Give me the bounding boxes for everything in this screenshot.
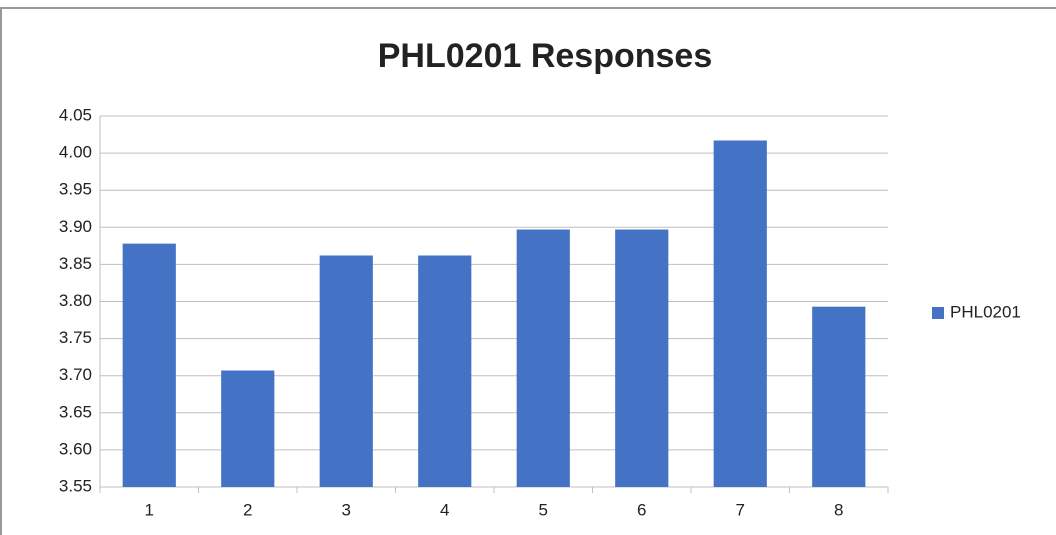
x-tick-label: 3 bbox=[342, 500, 351, 519]
x-tick-label: 5 bbox=[539, 500, 548, 519]
bar bbox=[418, 255, 472, 487]
y-tick-label: 3.95 bbox=[59, 180, 92, 199]
bar bbox=[319, 255, 373, 487]
bar bbox=[713, 140, 767, 487]
y-tick-label: 3.90 bbox=[59, 217, 92, 236]
bar bbox=[812, 306, 866, 487]
x-tick-label: 6 bbox=[637, 500, 646, 519]
bar bbox=[516, 229, 570, 487]
chart-title: PHL0201 Responses bbox=[378, 37, 713, 75]
chart-border bbox=[0, 7, 1056, 535]
x-tick-label: 2 bbox=[243, 500, 252, 519]
y-tick-label: 3.70 bbox=[59, 365, 92, 384]
x-tick-label: 8 bbox=[834, 500, 843, 519]
x-tick-label: 4 bbox=[440, 500, 449, 519]
y-tick-label: 3.75 bbox=[59, 328, 92, 347]
y-tick-label: 3.65 bbox=[59, 402, 92, 421]
x-tick-label: 7 bbox=[736, 500, 745, 519]
legend-swatch bbox=[932, 307, 944, 319]
y-tick-label: 3.60 bbox=[59, 439, 92, 458]
y-tick-label: 3.55 bbox=[59, 476, 92, 495]
x-tick-label: 1 bbox=[145, 500, 154, 519]
y-tick-label: 3.80 bbox=[59, 291, 92, 310]
legend-label: PHL0201 bbox=[950, 302, 1021, 321]
bar bbox=[615, 229, 669, 487]
y-tick-label: 4.05 bbox=[59, 105, 92, 124]
y-tick-label: 4.00 bbox=[59, 143, 92, 162]
bar bbox=[221, 370, 275, 487]
y-tick-label: 3.85 bbox=[59, 254, 92, 273]
bar bbox=[122, 243, 176, 487]
